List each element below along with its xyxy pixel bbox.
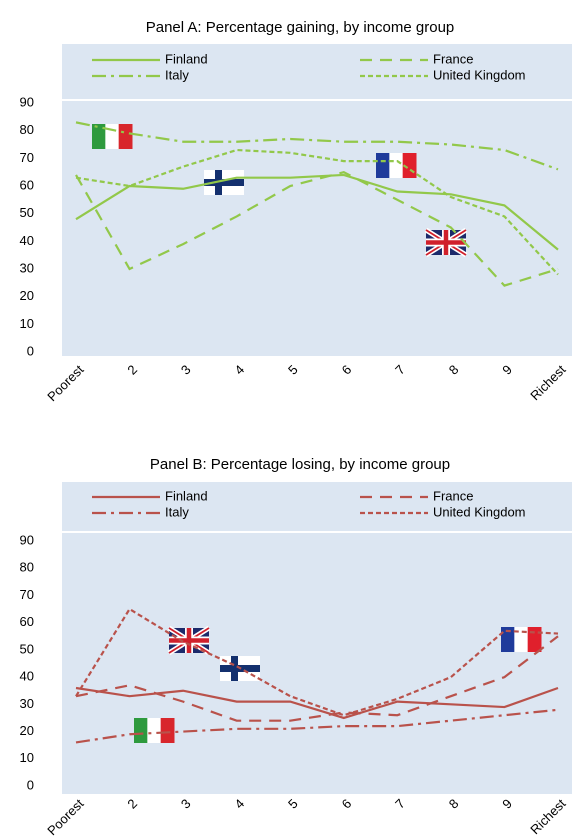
y-tick-label: 70 bbox=[20, 150, 34, 165]
x-tick-label: 9 bbox=[499, 796, 515, 812]
flag-stripe bbox=[376, 153, 390, 178]
panel-a-background bbox=[62, 44, 572, 356]
chart-title: Panel B: Percentage losing, by income gr… bbox=[150, 456, 450, 473]
flag-stripe bbox=[527, 627, 542, 652]
flag-stripe bbox=[514, 627, 529, 652]
y-tick-label: 0 bbox=[27, 777, 34, 792]
y-tick-label: 40 bbox=[20, 669, 34, 684]
x-tick-label: 3 bbox=[178, 362, 194, 378]
x-tick-label: 6 bbox=[339, 796, 355, 812]
series-line bbox=[75, 121, 559, 171]
y-tick-label: 80 bbox=[20, 122, 34, 137]
x-tick-label: 2 bbox=[124, 362, 140, 378]
x-tick-label: 5 bbox=[285, 362, 301, 378]
y-tick-label: 80 bbox=[20, 560, 34, 575]
series-line bbox=[75, 173, 559, 251]
flag-uk bbox=[167, 625, 211, 656]
x-tick-label: 7 bbox=[392, 796, 408, 812]
y-tick-label: 90 bbox=[20, 532, 34, 547]
flag-stripe bbox=[147, 718, 162, 743]
flag-cross bbox=[169, 628, 209, 653]
x-tick-label: 4 bbox=[231, 362, 247, 378]
flag-uk bbox=[424, 227, 468, 258]
flag-stripe bbox=[134, 718, 148, 743]
y-tick-label: 30 bbox=[20, 260, 34, 275]
legend-label: France bbox=[433, 488, 473, 503]
legend-label: France bbox=[433, 51, 473, 66]
x-tick-label: 9 bbox=[499, 362, 515, 378]
flag-stripe bbox=[389, 153, 404, 178]
flag-cross bbox=[426, 230, 466, 255]
series-line bbox=[75, 635, 559, 722]
flag-france bbox=[376, 153, 417, 178]
flag-italy bbox=[134, 718, 175, 743]
series-line bbox=[75, 148, 559, 276]
x-tick-label: 8 bbox=[446, 796, 462, 812]
y-tick-label: 60 bbox=[20, 614, 34, 629]
flag-stripe bbox=[501, 627, 515, 652]
x-tick-label: 4 bbox=[231, 796, 247, 812]
legend-label: Italy bbox=[165, 504, 189, 519]
x-tick-label: 3 bbox=[178, 796, 194, 812]
legend-label: United Kingdom bbox=[433, 67, 526, 82]
legend-label: Finland bbox=[165, 488, 208, 503]
series-line bbox=[75, 607, 559, 717]
flag-cross bbox=[231, 656, 238, 681]
y-tick-label: 60 bbox=[20, 177, 34, 192]
y-tick-label: 10 bbox=[20, 750, 34, 765]
x-tick-label: Poorest bbox=[44, 362, 87, 405]
x-tick-label: Poorest bbox=[44, 796, 87, 839]
x-tick-label: 2 bbox=[124, 796, 140, 812]
x-tick-label: 8 bbox=[446, 362, 462, 378]
y-tick-label: 40 bbox=[20, 233, 34, 248]
legend-label: Italy bbox=[165, 67, 189, 82]
x-tick-label: 5 bbox=[285, 796, 301, 812]
x-tick-label: Richest bbox=[527, 362, 569, 404]
chart-title: Panel A: Percentage gaining, by income g… bbox=[146, 19, 455, 36]
y-tick-label: 10 bbox=[20, 316, 34, 331]
flag-cross bbox=[204, 179, 244, 186]
series-line bbox=[75, 170, 559, 287]
y-tick-label: 0 bbox=[27, 343, 34, 358]
y-tick-label: 50 bbox=[20, 205, 34, 220]
flag-italy bbox=[92, 124, 133, 149]
flag-stripe bbox=[160, 718, 175, 743]
x-tick-label: 6 bbox=[339, 362, 355, 378]
legend-label: United Kingdom bbox=[433, 504, 526, 519]
flag-stripe bbox=[118, 124, 133, 149]
legend-label: Finland bbox=[165, 51, 208, 66]
y-tick-label: 20 bbox=[20, 288, 34, 303]
y-tick-label: 90 bbox=[20, 94, 34, 109]
flag-stripe bbox=[92, 124, 106, 149]
y-tick-label: 20 bbox=[20, 723, 34, 738]
y-tick-label: 30 bbox=[20, 696, 34, 711]
y-tick-label: 70 bbox=[20, 587, 34, 602]
y-tick-label: 50 bbox=[20, 641, 34, 656]
x-tick-label: Richest bbox=[527, 796, 569, 838]
x-tick-label: 7 bbox=[392, 362, 408, 378]
